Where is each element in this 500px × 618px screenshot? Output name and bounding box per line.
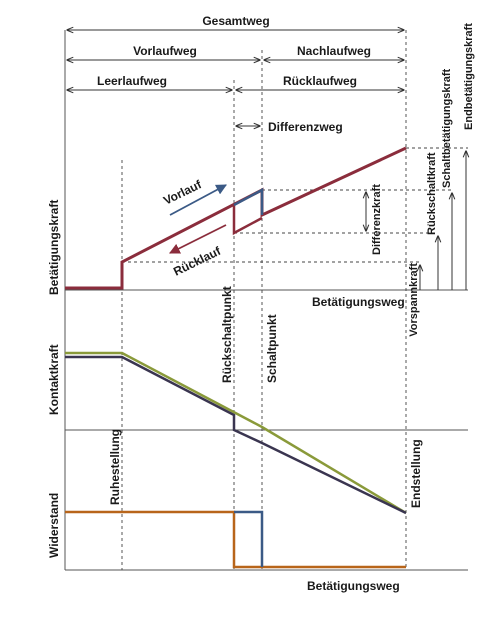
- label-switch-point: Schaltpunkt: [265, 314, 279, 383]
- dimension-lines: [67, 30, 404, 126]
- return-arrow: [169, 224, 227, 254]
- force-curve: [65, 146, 407, 290]
- middle-y-axis-label: Kontaktkraft: [47, 344, 61, 415]
- forward-switch-segment: [232, 205, 263, 236]
- bottom-y-axis-label: Widerstand: [47, 493, 61, 558]
- label-end-force: Endbetätigungskraft: [463, 23, 475, 130]
- label-end-position: Endstellung: [409, 439, 423, 508]
- contact-force-lower: [65, 355, 407, 515]
- resistance-blue-segment: [234, 510, 264, 567]
- label-release-point: Rückschaltpunkt: [220, 286, 234, 383]
- label-differential-force: Differenzkraft: [371, 184, 383, 255]
- label-idle: Leerlaufweg: [97, 74, 167, 88]
- label-total: Gesamtweg: [202, 14, 269, 28]
- contact-force-group: [65, 351, 407, 515]
- resistance-curve: [65, 510, 406, 569]
- top-x-axis-label: Betätigungsweg: [312, 295, 405, 309]
- contact-force-upper: [65, 351, 407, 515]
- label-release-force: Rückschaltkraft: [426, 152, 438, 235]
- forward-arrow: [169, 184, 227, 216]
- resistance-group: [65, 510, 406, 569]
- force-arrows: [366, 151, 466, 290]
- label-preload: Vorspannkraft: [408, 263, 420, 337]
- force-curve-group: [65, 146, 407, 290]
- label-switching-force: Schaltbetätigungskraft: [441, 68, 453, 188]
- label-forward-direction: Vorlauf: [161, 177, 204, 208]
- top-y-axis-label: Betätigungskraft: [47, 200, 61, 295]
- guide-lines: [121, 30, 468, 570]
- bottom-x-axis-label: Betätigungsweg: [307, 579, 400, 593]
- label-return: Rücklaufweg: [283, 74, 357, 88]
- label-differential-travel: Differenzweg: [268, 120, 343, 134]
- blue-switch-segment: [233, 187, 264, 215]
- label-rest-position: Ruhestellung: [108, 429, 122, 505]
- label-forward: Vorlaufweg: [133, 44, 197, 58]
- label-overtravel: Nachlaufweg: [297, 44, 371, 58]
